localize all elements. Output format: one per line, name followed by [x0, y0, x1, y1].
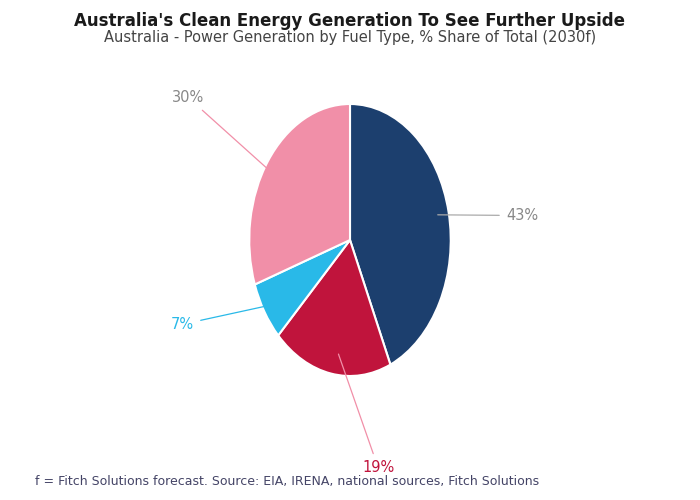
Text: Australia's Clean Energy Generation To See Further Upside: Australia's Clean Energy Generation To S…: [74, 12, 626, 30]
Wedge shape: [249, 104, 350, 284]
Text: f = Fitch Solutions forecast. Source: EIA, IRENA, national sources, Fitch Soluti: f = Fitch Solutions forecast. Source: EI…: [35, 474, 539, 488]
Wedge shape: [278, 240, 391, 376]
Text: 30%: 30%: [172, 90, 277, 178]
Wedge shape: [350, 104, 451, 364]
Text: 7%: 7%: [171, 304, 278, 332]
Text: 19%: 19%: [339, 354, 394, 476]
Text: 43%: 43%: [438, 208, 538, 223]
Text: Australia - Power Generation by Fuel Type, % Share of Total (2030f): Australia - Power Generation by Fuel Typ…: [104, 30, 596, 45]
Wedge shape: [255, 240, 350, 336]
